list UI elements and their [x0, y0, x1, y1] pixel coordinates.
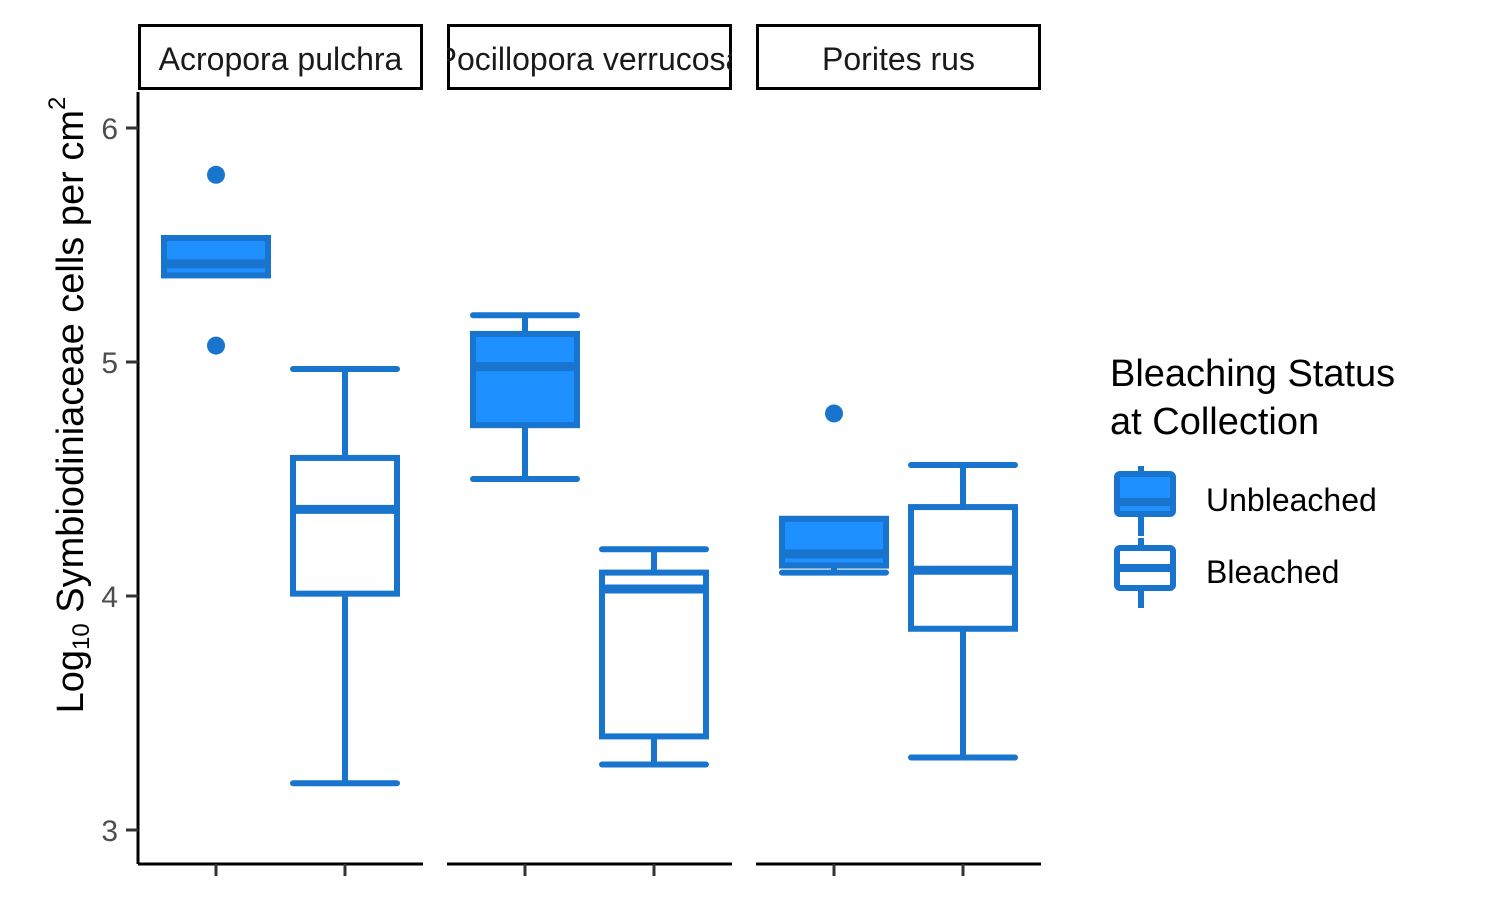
facet-strip-label: Pocillopora verrucosa	[436, 41, 744, 77]
legend: Bleaching Status at Collection Unbleache…	[1110, 350, 1490, 610]
facet-strip	[138, 24, 423, 90]
y-axis-label: Log10 Symbiodiniaceae cells per cm2	[28, 0, 95, 855]
legend-key-unbleached-icon	[1114, 466, 1176, 536]
box-bleached	[908, 461, 1018, 761]
y-tick-label: 6	[101, 113, 118, 146]
y-tick-label: 5	[101, 347, 118, 380]
y-axis-label-superscript: 2	[44, 96, 71, 111]
facet-strip	[756, 24, 1041, 90]
box-unbleached	[779, 404, 889, 576]
facet-strip-label: Porites rus	[822, 41, 975, 77]
legend-label-bleached: Bleached	[1206, 554, 1340, 590]
box-unbleached	[470, 312, 580, 482]
y-tick-label: 3	[101, 815, 118, 848]
outlier-point	[207, 336, 225, 355]
y-axis-label-subscript: 10	[68, 623, 95, 650]
y-tick-label: 4	[101, 581, 118, 614]
legend-key-bleached-icon	[1114, 538, 1176, 608]
facet-panel: Porites rus	[756, 24, 1041, 876]
legend-title: Bleaching Status at Collection	[1110, 353, 1396, 443]
facet-strip-label: Acropora pulchra	[159, 41, 403, 77]
box-iqr	[470, 330, 580, 429]
y-axis-label-text: Symbiodiniaceae cells per cm	[50, 110, 92, 624]
y-axis: 3 4 5 6	[101, 92, 140, 864]
box-unbleached	[161, 165, 271, 355]
outlier-point	[207, 165, 225, 184]
facet-strip	[447, 24, 732, 90]
box-bleached	[290, 366, 400, 787]
box-iqr	[779, 515, 889, 569]
box-bleached	[599, 546, 709, 768]
facet-panels: Acropora pulchra Pocillopora verrucosa Por…	[138, 24, 1041, 876]
legend-item-bleached: Bleached	[1110, 538, 1490, 610]
legend-label-unbleached: Unbleached	[1206, 482, 1377, 518]
facet-panel: Acropora pulchra	[138, 24, 423, 876]
box-iqr	[161, 234, 271, 279]
box-iqr	[290, 454, 400, 597]
y-axis-label-base: Log	[50, 649, 92, 714]
legend-item-unbleached: Unbleached	[1110, 466, 1490, 538]
facet-panel: Pocillopora verrucosa	[436, 24, 744, 876]
box-iqr	[599, 569, 709, 740]
outlier-point	[825, 404, 843, 423]
